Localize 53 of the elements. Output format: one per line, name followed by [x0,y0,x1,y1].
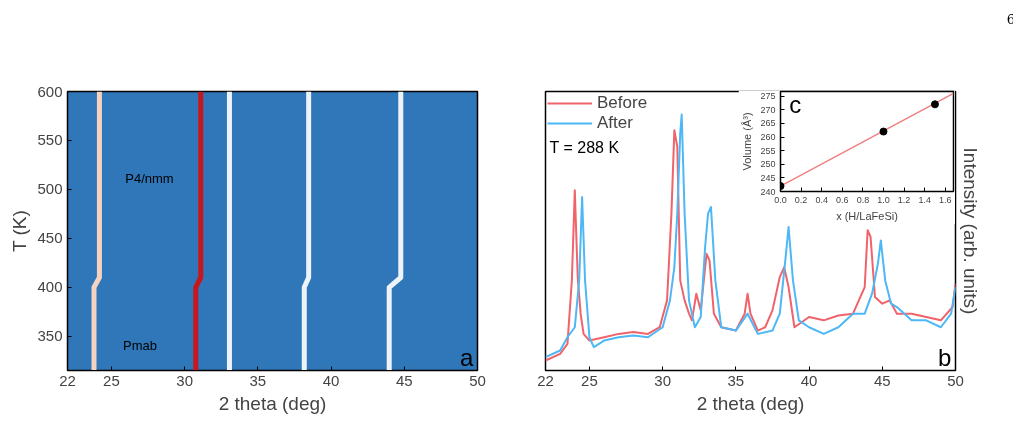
annotation: P4/nmm [125,171,174,187]
x-axis-title: 2 theta (deg) [696,392,805,414]
x-tick-label: 22 [59,371,76,389]
y-tick-label: 350 [37,327,63,345]
legend-label: After [597,113,633,133]
annotation: Pmab [123,338,158,354]
x-tick-label: 40 [800,371,818,389]
x-tick-label: 45 [873,371,891,389]
y-tick-label: 260 [760,132,776,142]
annotation: T = 288 K [549,138,620,156]
x-tick-label: 0.2 [794,194,808,205]
point [930,100,939,109]
x-tick-label: 35 [727,371,745,389]
x-tick-label: 40 [322,371,340,389]
x-tick-label: 25 [103,371,120,389]
y-tick-label: 240 [760,186,776,197]
y-tick-label: 550 [37,131,63,149]
y-tick-label: 275 [760,91,776,102]
x-tick-label: 50 [469,371,486,389]
y-axis-title: Intensity (arb. units) [959,147,981,315]
x-tick-label: 0.0 [774,194,787,205]
y-tick-label: 265 [760,118,776,129]
x-tick-label: 1.2 [897,194,911,205]
annotation: a [460,343,475,371]
x-tick-label: 30 [176,371,193,389]
y-tick-label: 255 [760,145,776,156]
legend-label: Before [597,93,648,113]
y-tick-label: 400 [37,278,63,296]
x-tick-label: 50 [947,371,964,389]
x-tick-label: 30 [654,371,671,389]
y-tick-label: 500 [37,180,63,198]
x-axis-title: x (H/LaFeSi) [836,209,898,222]
x-tick-label: 1.6 [939,194,952,205]
x-tick-label: 1.0 [877,194,890,205]
y-tick-label: 600 [37,82,63,100]
x-tick-label: 0.6 [836,194,849,205]
y-tick-label: 450 [37,229,63,247]
x-tick-label: 35 [249,371,267,389]
y-tick-label: 270 [760,104,776,115]
point [879,127,888,136]
x-tick-label: 0.4 [815,194,828,205]
x-tick-label: 1.4 [918,194,931,205]
x-tick-label: 45 [395,371,413,389]
x-tick-label: 25 [581,371,598,389]
annotation: b [938,343,952,371]
x-tick-label: 22 [537,371,554,389]
y-axis-title: Volume (Å³) [741,112,754,171]
x-axis-title: 2 theta (deg) [218,392,327,414]
x-tick-label: 0.8 [856,194,870,205]
y-tick-label: 250 [760,159,776,170]
y-axis-title: T (K) [9,210,31,253]
annotation: c [789,90,802,118]
y-tick-label: 245 [760,172,776,183]
